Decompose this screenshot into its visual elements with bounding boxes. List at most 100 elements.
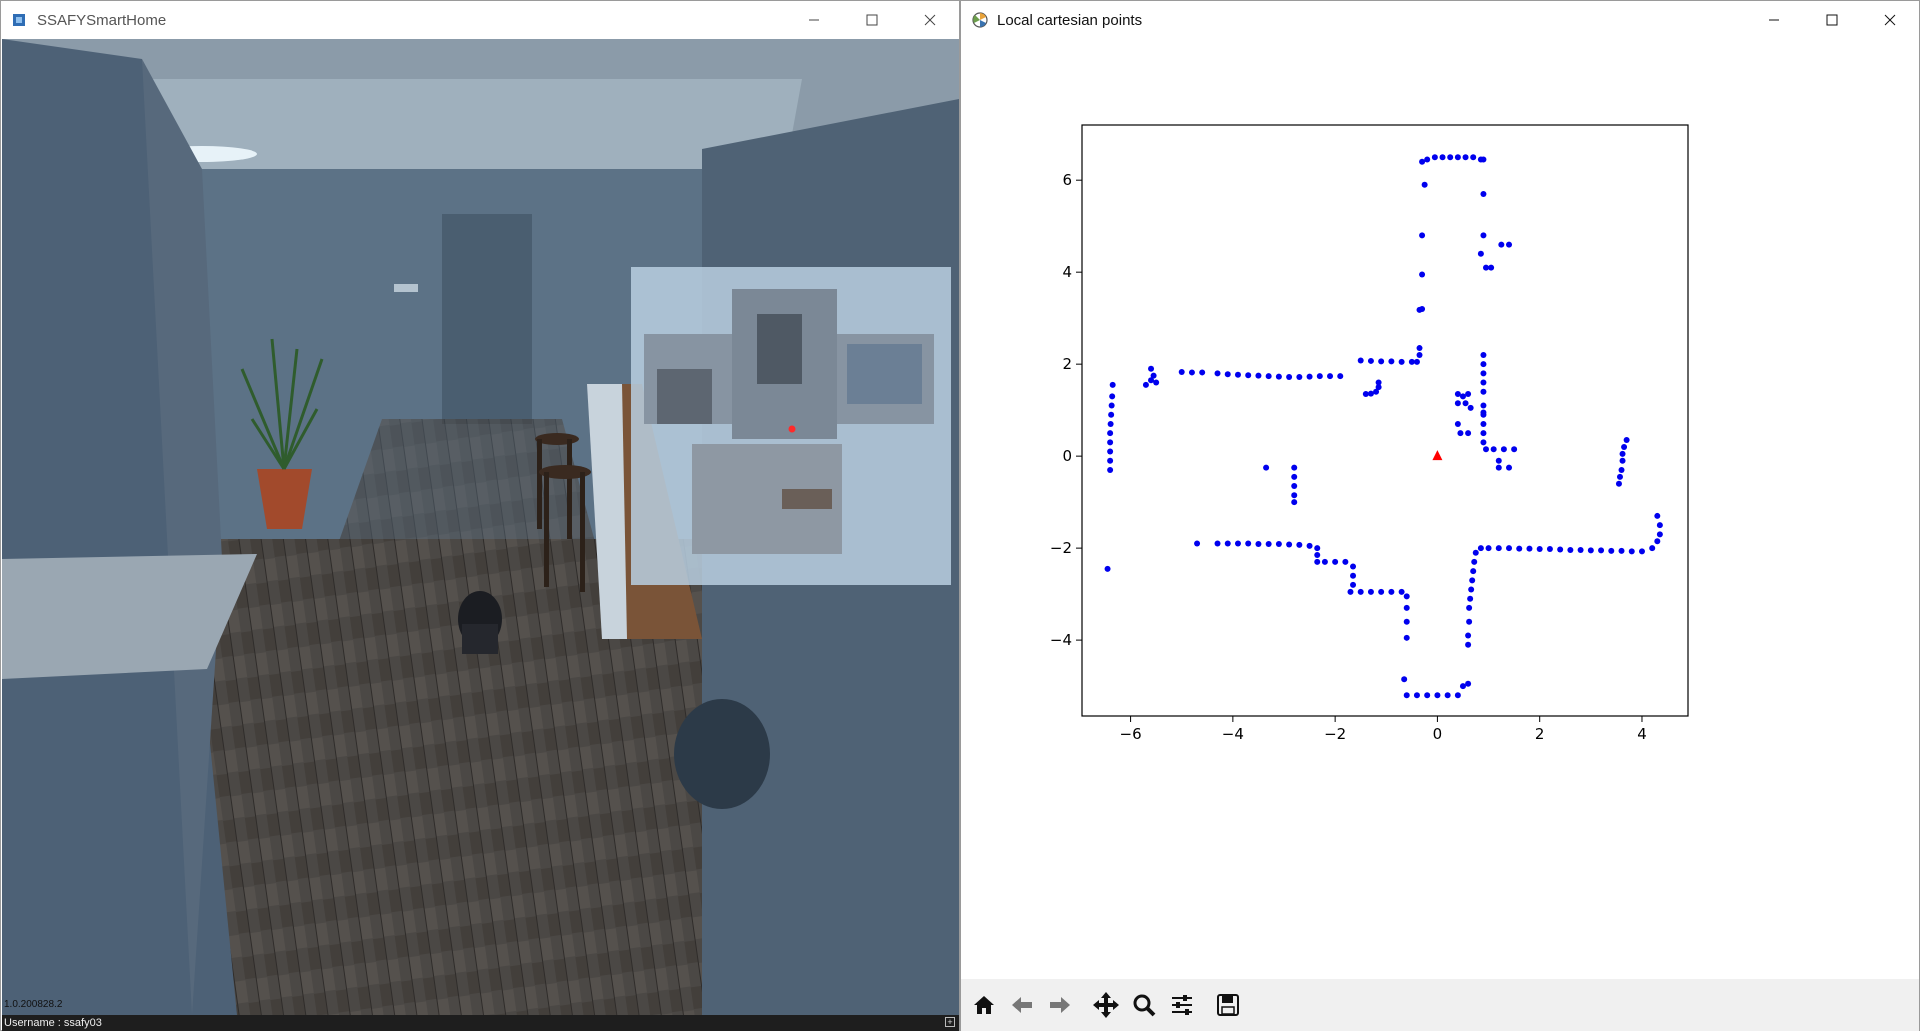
scan-point xyxy=(1598,547,1605,554)
y-tick-label: 4 xyxy=(1062,263,1072,281)
scan-point xyxy=(1472,549,1479,556)
scan-point xyxy=(1291,483,1298,490)
scan-point xyxy=(1465,430,1472,437)
scan-point xyxy=(1621,443,1628,450)
sim-titlebar[interactable]: SSAFYSmartHome xyxy=(1,1,959,39)
scan-point xyxy=(1107,439,1114,446)
zoom-magnifier-icon[interactable] xyxy=(1127,988,1161,1022)
scan-point xyxy=(1477,250,1484,257)
scan-point xyxy=(1403,634,1410,641)
scan-point xyxy=(1421,181,1428,188)
scan-point xyxy=(1378,588,1385,595)
scan-point xyxy=(1459,683,1466,690)
scan-point xyxy=(1108,402,1115,409)
scan-point xyxy=(1618,547,1625,554)
scan-point xyxy=(1373,388,1380,395)
expand-icon[interactable]: + xyxy=(945,1017,955,1027)
scan-point xyxy=(1388,358,1395,365)
corridor-scene xyxy=(2,39,959,1015)
scan-point xyxy=(1495,457,1502,464)
scan-point xyxy=(1109,381,1116,388)
username-label: Username : ssafy03 xyxy=(4,1017,102,1029)
scan-point xyxy=(1255,540,1262,547)
scan-point xyxy=(1408,358,1415,365)
scan-point xyxy=(1467,595,1474,602)
maximize-icon[interactable] xyxy=(1803,1,1861,39)
scan-point xyxy=(1469,577,1476,584)
scan-point xyxy=(1488,264,1495,271)
scan-point xyxy=(1107,420,1114,427)
scan-point xyxy=(1109,393,1116,400)
scan-point xyxy=(1506,464,1513,471)
close-icon[interactable] xyxy=(1861,1,1919,39)
scan-point xyxy=(1291,492,1298,499)
scan-point xyxy=(1321,558,1328,565)
scan-point xyxy=(1403,618,1410,625)
scan-point xyxy=(1350,563,1357,570)
axes-frame xyxy=(1081,124,1689,717)
save-floppy-icon[interactable] xyxy=(1211,988,1245,1022)
scan-point xyxy=(1413,358,1420,365)
scan-point xyxy=(1465,641,1472,648)
scan-point xyxy=(1375,379,1382,386)
sim-window: SSAFYSmartHome xyxy=(0,0,960,1031)
scan-point xyxy=(1465,680,1472,687)
scan-point xyxy=(1587,547,1594,554)
scan-point xyxy=(1470,154,1477,161)
scatter-chart[interactable]: −6 −4 −2 0 2 4 −4 −2 0 2 4 6 xyxy=(961,39,1919,979)
scan-point xyxy=(1656,522,1663,529)
scan-point xyxy=(1511,446,1518,453)
scan-point xyxy=(1480,409,1487,416)
scan-point xyxy=(1444,692,1451,699)
forward-arrow-icon[interactable] xyxy=(1043,988,1077,1022)
scan-point xyxy=(1480,379,1487,386)
scan-point xyxy=(1104,565,1111,572)
scan-point xyxy=(1275,373,1282,380)
scan-point xyxy=(1654,538,1661,545)
close-icon[interactable] xyxy=(901,1,959,39)
scan-point xyxy=(1416,351,1423,358)
scan-point xyxy=(1107,430,1114,437)
unity-app-icon xyxy=(13,14,25,26)
scan-point xyxy=(1224,371,1231,378)
pan-move-icon[interactable] xyxy=(1089,988,1123,1022)
x-tick-label: −4 xyxy=(1222,725,1244,743)
scan-point xyxy=(1367,588,1374,595)
maximize-icon[interactable] xyxy=(843,1,901,39)
back-arrow-icon[interactable] xyxy=(1005,988,1039,1022)
scan-point xyxy=(1471,558,1478,565)
home-icon[interactable] xyxy=(967,988,1001,1022)
plot-canvas[interactable]: −6 −4 −2 0 2 4 −4 −2 0 2 4 6 xyxy=(961,39,1919,979)
scan-point xyxy=(1638,548,1645,555)
scan-point xyxy=(1424,156,1431,163)
sim-3d-viewport[interactable] xyxy=(2,39,959,1015)
scan-point xyxy=(1214,540,1221,547)
scan-point xyxy=(1480,430,1487,437)
scan-point xyxy=(1234,540,1241,547)
scan-point xyxy=(1316,373,1323,380)
scan-point xyxy=(1107,448,1114,455)
scan-point xyxy=(1107,466,1114,473)
scan-point xyxy=(1327,373,1334,380)
scan-point xyxy=(1362,391,1369,398)
scan-point xyxy=(1357,357,1364,364)
scan-point xyxy=(1618,466,1625,473)
scan-point xyxy=(1557,546,1564,553)
robot-position-marker xyxy=(1432,450,1443,461)
scan-point xyxy=(1495,464,1502,471)
configure-subplots-icon[interactable] xyxy=(1165,988,1199,1022)
scan-point xyxy=(1286,541,1293,548)
scan-point xyxy=(1416,345,1423,352)
y-tick-label: −4 xyxy=(1050,631,1072,649)
scan-point xyxy=(1403,593,1410,600)
scan-point xyxy=(1454,154,1461,161)
scan-point xyxy=(1506,545,1513,552)
scan-point xyxy=(1439,154,1446,161)
minimize-icon[interactable] xyxy=(785,1,843,39)
plot-titlebar[interactable]: Local cartesian points xyxy=(961,1,1919,39)
scan-point xyxy=(1378,358,1385,365)
scan-point xyxy=(1506,241,1513,248)
scan-point xyxy=(1314,558,1321,565)
minimize-icon[interactable] xyxy=(1745,1,1803,39)
scan-point xyxy=(1291,499,1298,506)
